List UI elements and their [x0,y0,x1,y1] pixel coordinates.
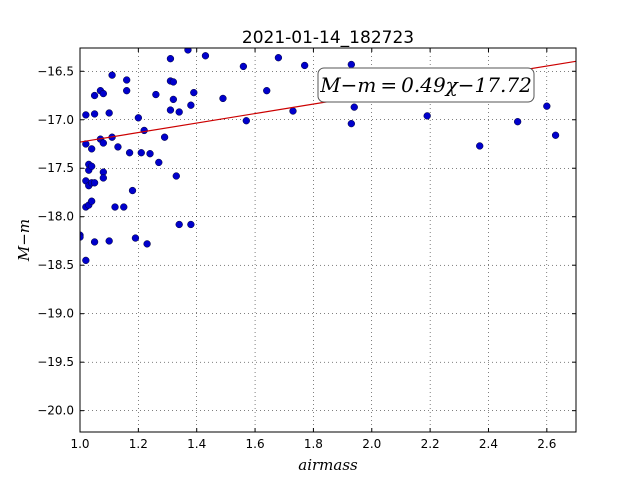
data-point [476,142,484,150]
data-point [166,106,175,114]
data-point [169,95,178,104]
data-point [120,203,128,211]
y-tick-label: −18.5 [37,258,74,272]
data-point [143,240,151,248]
x-tick-label: 1.2 [129,437,148,451]
data-point [172,172,180,180]
data-point [108,71,116,79]
data-point [82,111,90,119]
data-point [88,162,96,170]
data-point [114,143,122,151]
x-tick-label: 2.2 [421,437,440,451]
data-point [155,158,163,167]
data-point [134,114,143,122]
data-point [125,149,134,157]
data-point [140,126,148,135]
data-point [175,108,183,116]
y-tick-label: −17.0 [37,113,74,127]
data-point [146,150,154,158]
data-point [90,238,99,246]
data-point [184,48,192,54]
data-point [350,103,358,111]
data-point [88,197,96,205]
data-point [105,237,113,245]
data-point [123,87,131,95]
data-point [239,62,248,71]
data-point [423,112,431,120]
y-tick-label: −20.0 [37,404,74,418]
data-point [187,101,195,109]
x-tick-label: 1.4 [187,437,206,451]
data-point [301,61,309,70]
data-point [347,60,355,69]
data-point [111,203,119,211]
data-point [90,179,99,187]
data-point [80,233,84,241]
data-point [99,174,107,182]
data-point [160,133,169,141]
data-point [169,78,178,86]
data-point [274,54,283,62]
data-point [90,91,99,100]
x-tick-label: 2.6 [537,437,556,451]
x-tick-label: 1.8 [304,437,323,451]
x-tick-label: 1.0 [70,437,89,451]
plot-background [80,48,576,432]
plot-frame [79,47,577,433]
data-point [88,145,96,153]
data-point [82,256,90,265]
chart-title: 2021-01-14_182723 [242,28,414,48]
data-points [80,48,560,265]
data-point [99,139,107,147]
x-tick-label: 2.4 [479,437,498,451]
axis-ticks [79,48,576,432]
data-point [219,94,227,103]
data-point [543,102,551,110]
data-point [175,220,183,229]
data-point [347,119,355,128]
data-point [242,117,250,125]
data-point [90,110,99,118]
data-point [187,220,195,229]
tick-labels: 1.0 1.2 1.4 1.6 1.8 2.0 2.2 2.4 2.6 −16.5 −17.0 −17… [37,64,556,451]
y-tick-label: −18.0 [37,210,74,224]
y-axis-label: M−m [15,219,33,262]
data-point [190,88,198,97]
fit-equation: M−m = 0.49χ−17.72 [319,73,532,97]
x-tick-label: 2.0 [362,437,381,451]
y-tick-label: −19.5 [37,355,74,369]
x-axis-label: airmass [298,456,358,474]
data-point [131,234,140,242]
data-point [289,107,297,115]
data-point [123,76,131,84]
data-point [513,118,522,126]
data-point [137,149,145,157]
y-tick-label: −19.0 [37,307,74,321]
y-tick-label: −16.5 [37,64,74,78]
x-tick-label: 1.6 [246,437,265,451]
data-point [128,186,137,195]
data-point [201,52,210,60]
fit-equation-box: M−m = 0.49χ−17.72 [317,67,535,103]
data-point [263,87,271,95]
data-point [105,109,113,117]
data-point [166,55,175,63]
annotation-box [317,67,535,103]
data-point [99,89,107,98]
y-tick-label: −17.5 [37,161,74,175]
data-point [152,90,160,99]
data-point [551,131,560,139]
